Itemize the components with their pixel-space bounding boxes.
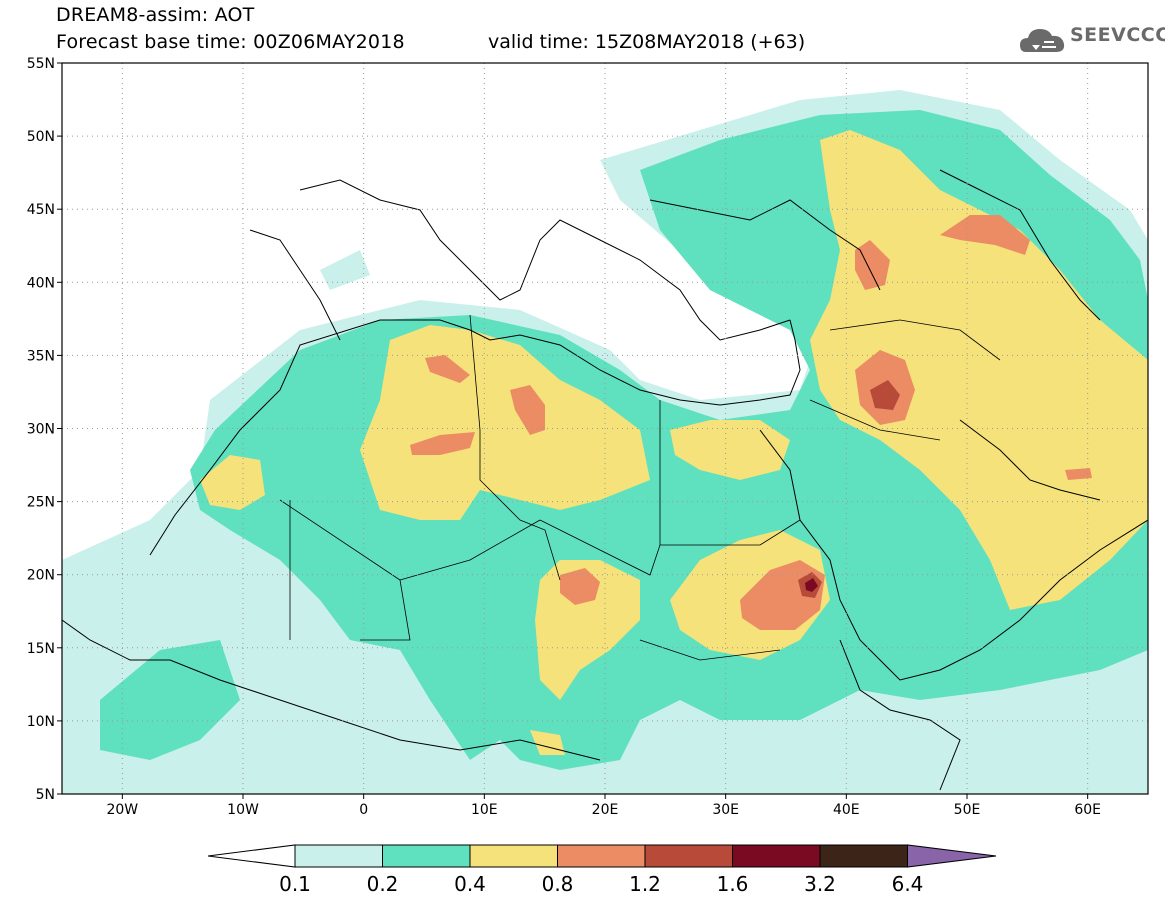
lon-tick-label: 60E bbox=[1074, 802, 1101, 818]
lat-tick-label: 5N bbox=[36, 787, 55, 803]
colorbar-level-label: 6.4 bbox=[891, 872, 924, 896]
lat-tick-label: 50N bbox=[27, 129, 55, 145]
colorbar-low-extension bbox=[207, 844, 296, 868]
colorbar-box bbox=[294, 844, 383, 868]
colorbar-level-label: 1.6 bbox=[716, 872, 749, 896]
logo: SEEVCCC bbox=[1018, 20, 1165, 58]
colorbar-level-label: 0.2 bbox=[366, 872, 399, 896]
colorbar-box bbox=[819, 844, 908, 868]
logo-text: SEEVCCC bbox=[1070, 24, 1165, 46]
lon-tick-label: 30E bbox=[712, 802, 739, 818]
colorbar-box bbox=[469, 844, 558, 868]
lat-tick-label: 25N bbox=[27, 495, 55, 511]
title: DREAM8-assim: AOT bbox=[56, 4, 255, 26]
lat-tick-label: 20N bbox=[27, 568, 55, 584]
lat-tick-label: 55N bbox=[27, 56, 55, 72]
lon-tick-label: 0 bbox=[359, 802, 368, 818]
lat-tick-label: 15N bbox=[27, 641, 55, 657]
colorbar-level-label: 0.4 bbox=[454, 872, 486, 896]
lat-tick-label: 10N bbox=[27, 714, 55, 730]
colorbar-level-label: 1.2 bbox=[629, 872, 661, 896]
colorbar-box bbox=[644, 844, 733, 868]
lon-tick-label: 10W bbox=[227, 802, 259, 818]
colorbar-level-label: 3.2 bbox=[804, 872, 836, 896]
valid-time: valid time: 15Z08MAY2018 (+63) bbox=[488, 31, 806, 53]
lat-tick-label: 30N bbox=[27, 422, 55, 438]
lon-tick-label: 10E bbox=[471, 802, 498, 818]
colorbar-high-extension bbox=[907, 844, 997, 868]
lat-tick-label: 35N bbox=[27, 348, 55, 364]
lat-tick-label: 40N bbox=[27, 275, 55, 291]
lat-tick-label: 45N bbox=[27, 202, 55, 218]
lon-tick-label: 20E bbox=[592, 802, 619, 818]
lon-axis: 20W 10W 0 10E 20E 30E 40E 50E 60E bbox=[106, 794, 1101, 818]
lat-axis: 55N 50N 45N 40N 35N 30N 25N 20N 15N 10N 5N bbox=[27, 56, 62, 803]
aot-level-1-6 bbox=[805, 578, 818, 592]
borders bbox=[279, 314, 1001, 661]
colorbar-level-label: 0.1 bbox=[279, 872, 311, 896]
cloud-icon bbox=[1020, 29, 1065, 52]
lon-tick-label: 40E bbox=[833, 802, 860, 818]
colorbar-box bbox=[382, 844, 471, 868]
lon-tick-label: 20W bbox=[106, 802, 138, 818]
colorbar bbox=[207, 844, 997, 868]
colorbar-level-label: 0.8 bbox=[541, 872, 574, 896]
colorbar-box bbox=[732, 844, 821, 868]
lon-tick-label: 50E bbox=[954, 802, 981, 818]
base-time: Forecast base time: 00Z06MAY2018 bbox=[56, 31, 405, 53]
colorbar-box bbox=[557, 844, 646, 868]
